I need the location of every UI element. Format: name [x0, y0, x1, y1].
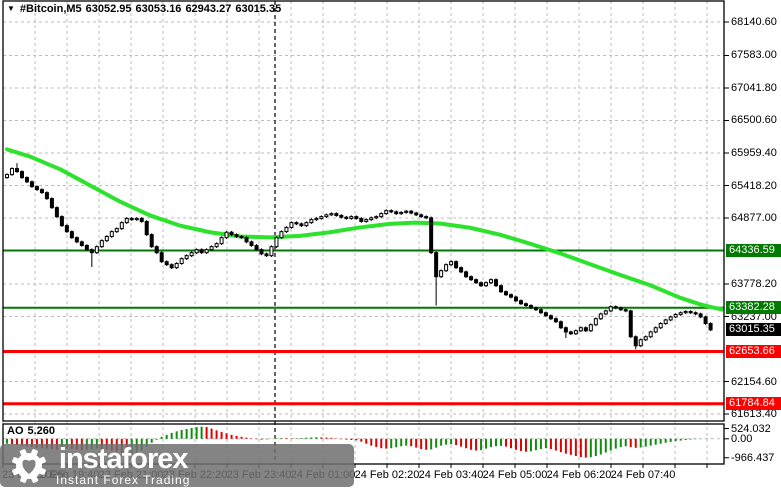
- watermark-brand: instaforex: [58, 443, 189, 475]
- price-axis-label: 66500.60: [731, 114, 777, 127]
- broker-watermark: instaforex Instant Forex Trading: [0, 444, 354, 487]
- price-axis-label: 67583.00: [731, 49, 777, 62]
- level-price-tag: 63382.28: [726, 301, 781, 315]
- time-axis-label: 24 Feb 03:40: [418, 469, 484, 481]
- price-axis-label: 68140.60: [731, 16, 777, 28]
- symbol-label: #Bitcoin,M5: [19, 3, 82, 15]
- price-axis-label: 65959.40: [731, 147, 777, 159]
- level-price-tag: 64336.59: [726, 243, 781, 257]
- price-axis-label: 65418.20: [731, 179, 777, 192]
- time-axis-label: 24 Feb 02:20: [354, 469, 420, 481]
- ao-axis-label: -966.437: [731, 451, 775, 464]
- symbol-dropdown-icon[interactable]: ▼: [7, 4, 15, 13]
- ohlc-close: 63015.35: [235, 3, 282, 15]
- indicator-value: 5.260: [27, 425, 56, 437]
- time-axis-label: 24 Feb 07:40: [610, 469, 676, 481]
- time-axis-label: 24 Feb 05:00: [482, 469, 548, 481]
- price-axis-label: 67041.80: [731, 81, 777, 94]
- ohlc-low: 62943.27: [185, 3, 232, 15]
- price-axis-label: 64877.00: [731, 212, 777, 224]
- ao-axis-label: 524.032: [731, 422, 771, 435]
- chart-header: ▼ #Bitcoin,M5 63052.95 63053.16 62943.27 6301…: [7, 3, 285, 15]
- watermark-tagline: Instant Forex Trading: [56, 473, 191, 487]
- current-price-tag: 63015.35: [726, 323, 781, 337]
- level-price-tag: 62653.66: [726, 345, 781, 359]
- price-axis-label: 62154.60: [731, 375, 777, 388]
- price-axis-label: 61613.40: [731, 408, 777, 421]
- level-price-tag: 61784.84: [726, 397, 781, 411]
- indicator-label: AO 5.260: [7, 425, 59, 437]
- ohlc-high: 63053.16: [135, 3, 182, 15]
- indicator-name: AO: [7, 425, 24, 437]
- instaforex-gear-heart-icon: [12, 448, 46, 483]
- time-axis-label: 24 Feb 06:20: [546, 469, 612, 481]
- price-axis-label: 63778.20: [731, 278, 777, 290]
- ohlc-open: 63052.95: [85, 3, 132, 15]
- ao-axis-label: 0.00: [731, 432, 753, 445]
